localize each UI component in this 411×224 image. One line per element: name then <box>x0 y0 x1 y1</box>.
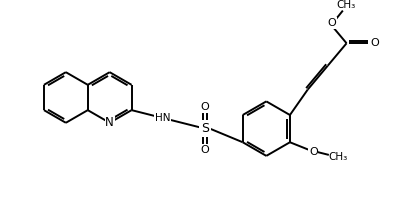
Text: HN: HN <box>155 113 170 123</box>
Text: CH₃: CH₃ <box>328 152 347 162</box>
Text: N: N <box>105 116 114 129</box>
Text: O: O <box>328 18 336 28</box>
Text: O: O <box>201 102 209 112</box>
Text: O: O <box>201 145 209 155</box>
Text: O: O <box>309 147 318 157</box>
Text: O: O <box>370 38 379 48</box>
Text: S: S <box>201 122 209 135</box>
Text: CH₃: CH₃ <box>336 0 356 10</box>
